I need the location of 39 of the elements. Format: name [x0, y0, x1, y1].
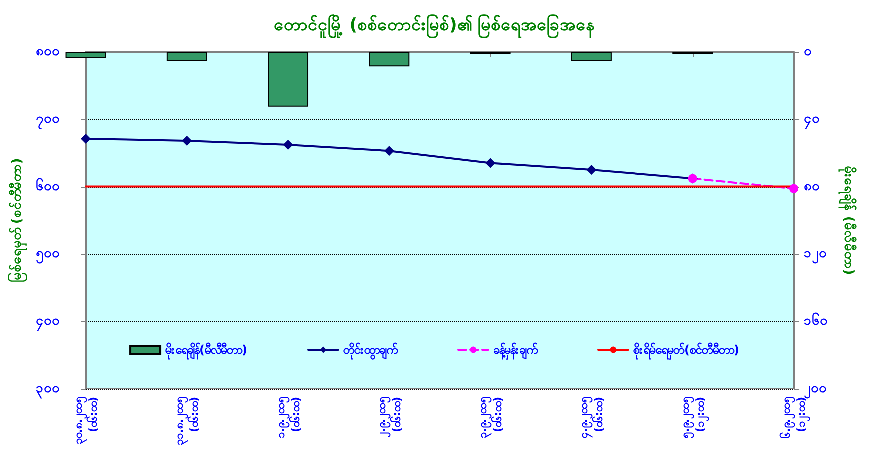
y-tick-label: ၅၀၀: [36, 246, 60, 265]
x-tick-label: ၃၀.၈.၂၀၁၅ (၀၆:၀၀): [72, 396, 100, 444]
y2-tick-label: ၁၆၀: [804, 312, 828, 330]
y2-axis-title: မိုးရေချိန် (မီလီမီတာ): [838, 166, 858, 276]
point: [283, 140, 294, 150]
legend-label: စိုးရိမ်ရေမှတ်(စင်တီမီတာ): [632, 341, 740, 361]
point: [586, 164, 597, 175]
y-tick-label: ၃၀၀: [36, 382, 60, 400]
bar: [166, 52, 208, 62]
y-tick-label: ၆၀၀: [36, 177, 60, 194]
x-tick-label: ၁.၉.၂၀၁၅ (၀၆:၀၀): [274, 396, 302, 438]
bar: [369, 52, 410, 67]
x-tick-label: ၃၁.၈.၂၀၁၅ (၀၆:၀၀): [173, 396, 202, 446]
bar: [66, 52, 106, 58]
legend-label: ခန့်မှန်းချက်: [494, 341, 538, 361]
y2-tick-label: ၁၂၀: [804, 246, 827, 265]
y-tick-label: ၄၀၀: [36, 314, 60, 332]
y2-tick-label: ၄၀: [804, 112, 820, 130]
y-tick-label: ၈၀၀: [36, 44, 60, 60]
point: [182, 136, 192, 146]
x-tick-label: ၂.၉.၂၀၁၅ (၀၆:၀၀): [375, 396, 404, 438]
chart-title: တောင်ငူမြို့ (စစ်တောင်းမြစ်)၏ မြစ်ရေအခြေအနေ: [274, 12, 596, 40]
x-tick-label: ၄.၉.၂၀၁၅ (၀၆:၀၀): [578, 396, 606, 438]
y2-tick-label: ၀: [804, 44, 812, 60]
point: [486, 158, 496, 168]
y2-tick-label: ၂၀၀: [804, 382, 827, 396]
y-axis-title: မြစ်ရေမှတ် (စင်တီမီတာ): [7, 158, 28, 283]
bar: [268, 52, 309, 107]
legend-label: တိုင်းထွာချက်: [342, 341, 398, 361]
x-tick-label: ၅.၉.၂၀၁၅ (၁၂:၀၀): [678, 396, 710, 438]
point: [790, 184, 798, 194]
point: [384, 146, 394, 156]
y-tick-label: ၇၀၀: [36, 112, 60, 130]
x-tick-label: ၆.၉.၂၀၁၅ (၁၂:၀၀): [780, 396, 811, 438]
point: [81, 134, 91, 144]
legend-label: မိုးရေချိန်(မီလီမီတာ): [164, 341, 248, 361]
y2-tick-label: ၈၀: [804, 179, 820, 194]
bar: [571, 52, 612, 62]
x-tick-label: ၃.၉.၂၀၁၅ (၀၆:၀၀): [476, 396, 505, 438]
